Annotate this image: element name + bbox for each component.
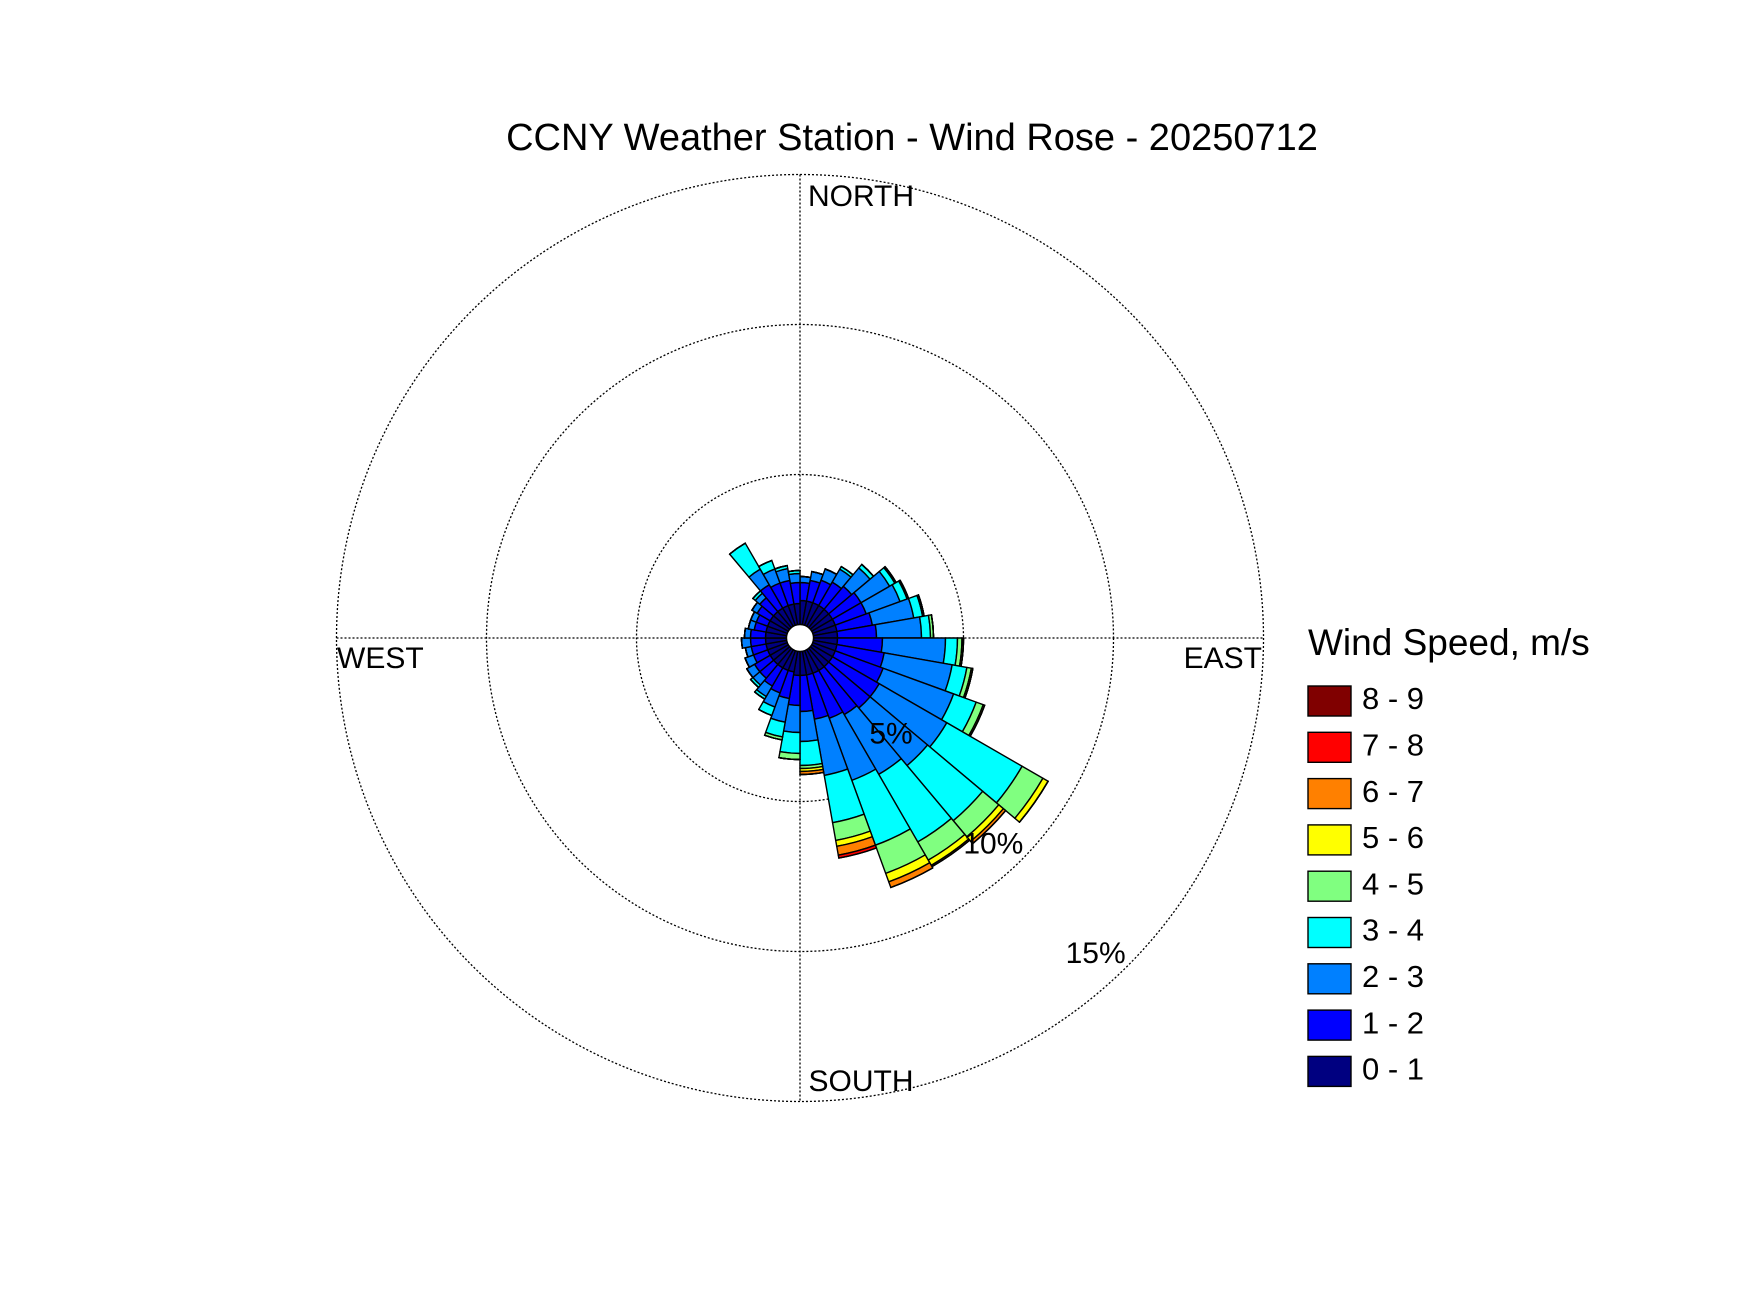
legend-label: 8 - 9 bbox=[1362, 681, 1424, 716]
legend-label: 2 - 3 bbox=[1362, 959, 1424, 994]
rose-segment bbox=[838, 847, 878, 859]
rose-segment bbox=[890, 867, 934, 889]
rose-segment bbox=[763, 734, 783, 741]
rose-segment bbox=[799, 771, 825, 776]
rose-segment bbox=[758, 559, 773, 568]
legend-swatch bbox=[1307, 1009, 1352, 1041]
rose-segment bbox=[778, 756, 801, 761]
rose-segment bbox=[753, 691, 766, 700]
legend-label: 6 - 7 bbox=[1362, 774, 1424, 809]
r-tick-label: 5% bbox=[869, 718, 912, 751]
chart-title: CCNY Weather Station - Wind Rose - 20250… bbox=[506, 117, 1318, 159]
grid-ring bbox=[335, 173, 1265, 1103]
rose-segment bbox=[749, 678, 760, 689]
rose-segment bbox=[743, 627, 747, 639]
direction-label: NORTH bbox=[808, 180, 914, 213]
rose-segment bbox=[740, 637, 752, 649]
legend-label: 3 - 4 bbox=[1362, 913, 1424, 948]
legend-title: Wind Speed, m/s bbox=[1308, 622, 1590, 663]
rose-segment bbox=[799, 739, 823, 767]
legend-swatch bbox=[1307, 731, 1352, 763]
legend-label: 0 - 1 bbox=[1362, 1052, 1424, 1087]
grid-ring bbox=[485, 323, 1115, 953]
rose bbox=[728, 542, 1049, 889]
legend: 0 - 1 1 - 2 2 - 3 3 - 4 4 - 5 5 - 6 6 - 7 7 - 8… bbox=[1307, 681, 1424, 1088]
legend-swatch bbox=[1307, 916, 1352, 949]
center-hole bbox=[785, 623, 815, 653]
rose-segment bbox=[971, 809, 1007, 845]
legend-swatch bbox=[1307, 824, 1352, 856]
labels: 5% 10% 15% NORTH SOUTH WEST EAST bbox=[337, 180, 1262, 1098]
rose-segment bbox=[1018, 780, 1049, 823]
direction-label: EAST bbox=[1184, 642, 1262, 675]
r-tick-label: 10% bbox=[963, 827, 1023, 860]
rose-segment bbox=[740, 637, 744, 649]
legend-swatch bbox=[1307, 963, 1352, 995]
legend-label: 7 - 8 bbox=[1362, 727, 1424, 762]
rose-segment bbox=[746, 668, 754, 679]
legend-swatch bbox=[1307, 777, 1352, 810]
legend-swatch bbox=[1307, 870, 1352, 902]
rose-segment bbox=[787, 569, 801, 573]
legend-swatch bbox=[1307, 1055, 1352, 1088]
legend-swatch bbox=[1307, 685, 1352, 717]
legend-label: 5 - 6 bbox=[1362, 820, 1424, 855]
rose-segment bbox=[744, 657, 751, 668]
rose-segment bbox=[728, 542, 746, 555]
r-tick-label: 15% bbox=[1066, 937, 1126, 970]
rose-segment bbox=[758, 708, 773, 717]
rose-segment bbox=[788, 572, 801, 585]
legend-label: 1 - 2 bbox=[1362, 1005, 1424, 1040]
rose-segment bbox=[774, 564, 788, 570]
legend-label: 4 - 5 bbox=[1362, 866, 1424, 901]
direction-label: WEST bbox=[337, 642, 424, 675]
direction-label: SOUTH bbox=[809, 1065, 914, 1098]
